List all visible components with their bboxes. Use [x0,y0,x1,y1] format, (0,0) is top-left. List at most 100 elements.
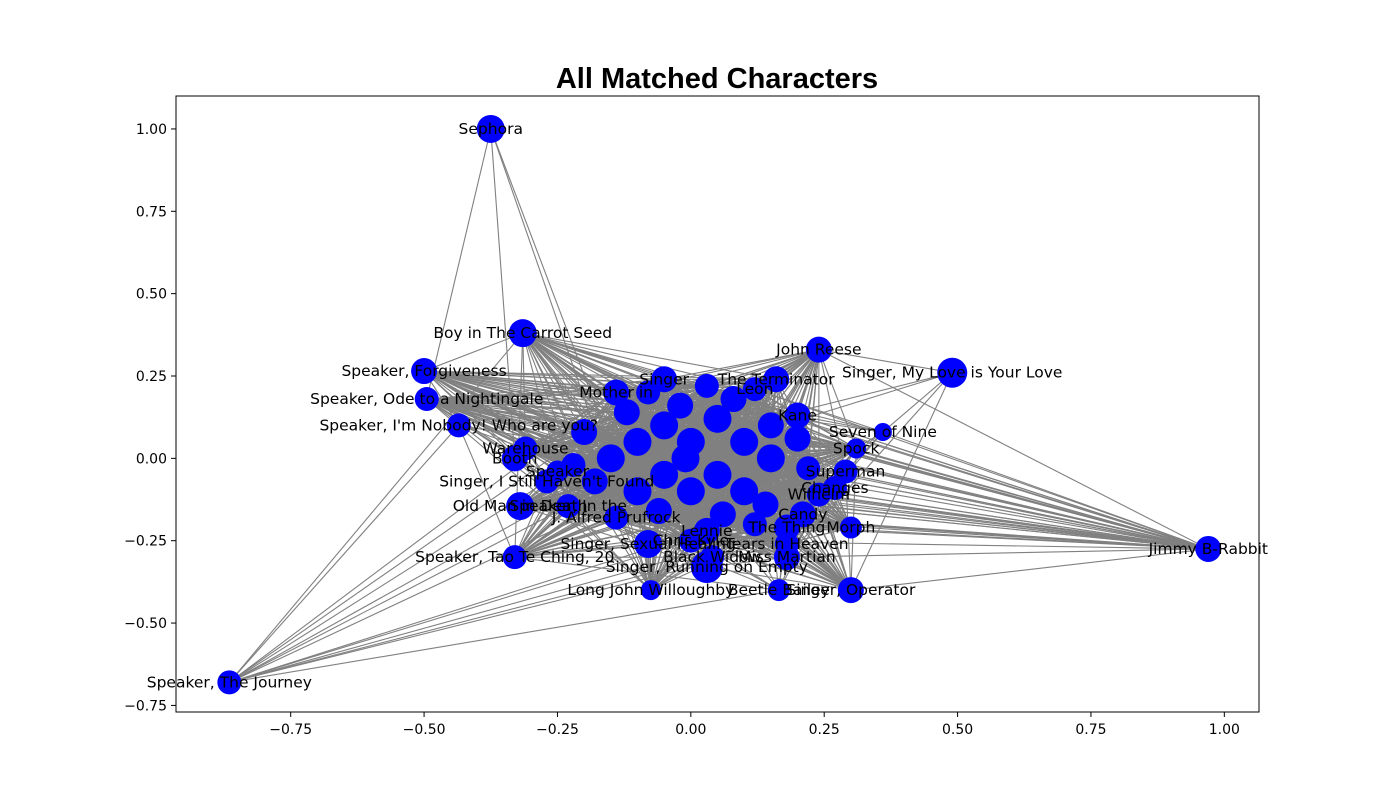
network-node [839,516,862,539]
edge [818,349,1209,550]
node-label: Leon [736,380,773,398]
edge [706,385,724,515]
network-node [446,413,471,438]
x-tick-label: 0.50 [942,722,973,738]
node-label: Changes [801,479,868,497]
edge [229,526,788,683]
node-label: Chris Kyle [653,532,729,550]
network-node [1195,535,1222,562]
edge [229,540,691,683]
y-tick-label: −0.25 [124,534,167,550]
edge [647,392,660,512]
node-label: Lennie [681,522,732,540]
edge [797,414,883,433]
node-label: Speaker, The Journey [147,673,312,691]
y-axis: 1.00 0.75 0.50 0.25 0.00 −0.25 −0.50 −0.75 [124,122,176,714]
edge [732,398,756,525]
edge [650,467,809,591]
edge [685,457,756,525]
x-tick-label: 1.00 [1209,722,1240,738]
edge [426,128,492,400]
network-node [784,402,811,429]
edge [229,526,852,683]
node-label: Speaker, Tao Te Ching, 20 [415,548,614,566]
edge [658,510,852,591]
node-label: Old Man in Death [453,497,588,515]
edge [522,332,777,380]
network-node [873,423,892,441]
network-node [603,379,630,406]
network-node [703,460,732,489]
network-node [650,460,679,489]
network-node [501,445,528,472]
x-tick-label: 0.25 [809,722,840,738]
node-label: Speaker, In the [509,497,627,515]
network-node [556,494,581,519]
edge [733,398,1209,550]
edge [818,349,953,374]
edge [229,556,713,683]
network-node [640,580,661,601]
node-label: Boy in The Carrot Seed [433,324,612,342]
node-label: Black Widow [663,548,761,566]
node-label: The Terminator [717,370,836,388]
network-node [806,482,831,507]
node-label: Tears in Heaven [724,535,849,553]
x-tick-label: −0.50 [403,722,446,738]
edge [882,431,1209,550]
network-node [623,477,652,506]
network-node [581,468,608,495]
x-tick-label: 0.75 [1075,722,1106,738]
edge [626,411,771,426]
node-label: Candy [778,505,827,523]
edge [228,425,460,683]
node-label: Wilhelm [788,486,850,504]
node-label: Spock [833,439,880,457]
x-axis: −0.75 −0.50 −0.25 0.00 0.25 0.50 0.75 1.00 [269,712,1240,738]
node-labels: Sephora Boy in The Carrot Seed John Reese S… [147,120,1268,691]
network-node [742,512,767,537]
node-label: John Reese [775,341,861,359]
node-label: Singer, Sexual Healing [560,535,735,553]
network-node [502,545,527,570]
network-node [476,114,505,143]
network-node [561,452,586,477]
network-node [645,498,672,525]
y-tick-label: 0.25 [136,369,167,385]
network-node [837,577,864,604]
nodes [217,114,1222,695]
edge [765,503,1209,550]
node-label: Singer, I Still Haven't Found [439,472,654,490]
edge [626,412,660,512]
network-node [604,505,629,530]
network-node [506,492,535,521]
network-node [667,392,694,419]
network-node [796,456,821,481]
network-node [694,373,719,398]
node-label: The Thing [747,519,825,537]
node-label: Singer, Running on Empty [606,558,808,576]
network-node [613,399,640,426]
node-label: Jimmy B-Rabbit [1148,540,1268,558]
edge [722,425,772,515]
node-label: Morph [826,519,875,537]
network-node [636,380,661,405]
network-node [742,377,767,402]
edge [658,510,755,525]
network-node [720,386,747,413]
y-tick-label: 0.00 [136,451,167,467]
node-label: Singer, My Love is Your Love [842,364,1062,382]
network-node [709,501,736,528]
node-label: Beetle Bailey [728,581,830,599]
edge [754,523,1209,550]
x-tick-label: −0.75 [269,722,312,738]
chart-title: All Matched Characters [556,63,878,95]
node-label: Singer, Operator [786,581,916,599]
edge [808,467,1209,550]
network-node [678,528,703,553]
network-node [773,544,800,571]
network-node [730,477,759,506]
node-label: Singer [639,370,689,388]
plot-content [217,114,1222,695]
